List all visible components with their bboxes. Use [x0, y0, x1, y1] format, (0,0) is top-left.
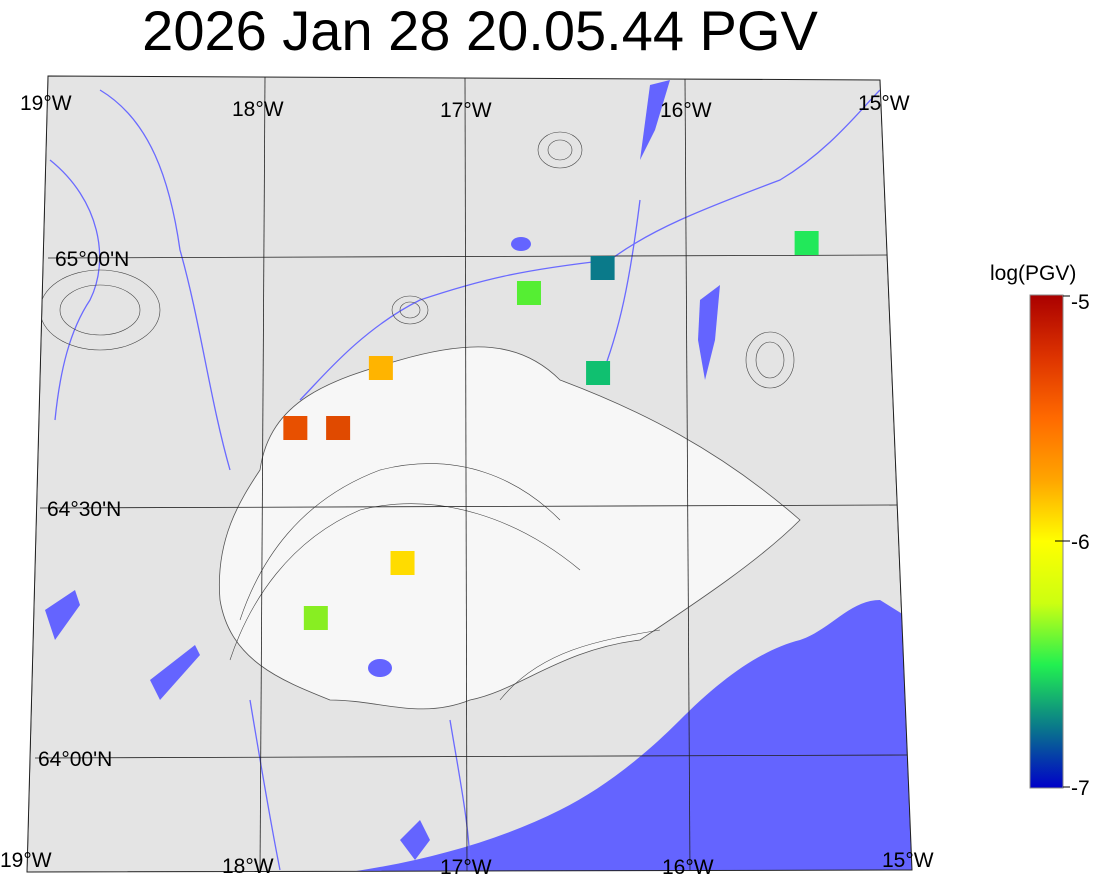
map-frame	[26, 75, 913, 873]
colorbar-tick: -6	[1071, 531, 1090, 554]
lat-label: 64°30'N	[47, 498, 121, 521]
lon-labels-bottom: 19°W 18°W 17°W 16°W 15°W	[0, 849, 934, 879]
lon-label: 18°W	[232, 98, 284, 121]
map-title: 2026 Jan 28 20.05.44 PGV	[142, 0, 818, 62]
lat-labels: 65°00'N 64°30'N 64°00'N	[38, 248, 129, 771]
station-marker	[326, 416, 351, 440]
lon-label: 17°W	[440, 99, 492, 122]
lon-label: 15°W	[882, 849, 934, 872]
lat-label: 64°00'N	[38, 748, 112, 771]
lon-label: 16°W	[660, 99, 712, 122]
ocean	[350, 600, 912, 872]
colorbar: log(PGV) -5 -6 -7	[990, 262, 1090, 800]
lake	[698, 285, 720, 380]
lake	[640, 80, 670, 160]
station-marker	[390, 551, 415, 575]
station-marker	[368, 356, 393, 380]
ice-cap	[218, 346, 801, 710]
lon-label: 19°W	[20, 92, 72, 115]
lake	[400, 820, 430, 860]
station-marker	[303, 606, 328, 630]
lake	[45, 590, 80, 640]
lon-label: 15°W	[858, 92, 910, 115]
lat-label: 65°00'N	[55, 248, 129, 271]
station-marker	[590, 256, 615, 280]
station-marker	[283, 416, 308, 440]
lon-label: 16°W	[662, 856, 714, 879]
colorbar-tick: -7	[1071, 777, 1090, 800]
lon-label: 18°W	[222, 855, 274, 878]
station-markers	[283, 231, 819, 630]
lon-label: 19°W	[0, 849, 52, 872]
station-marker	[794, 231, 819, 255]
station-marker	[516, 281, 541, 305]
lake	[368, 659, 392, 677]
lake	[511, 237, 531, 251]
lon-labels-top: 19°W 18°W 17°W 16°W 15°W	[20, 92, 910, 122]
lon-label: 17°W	[440, 856, 492, 879]
station-marker	[586, 361, 611, 385]
colorbar-label: log(PGV)	[990, 262, 1076, 285]
colorbar-tick: -5	[1071, 291, 1090, 314]
lake	[150, 645, 200, 700]
contours	[39, 131, 795, 701]
